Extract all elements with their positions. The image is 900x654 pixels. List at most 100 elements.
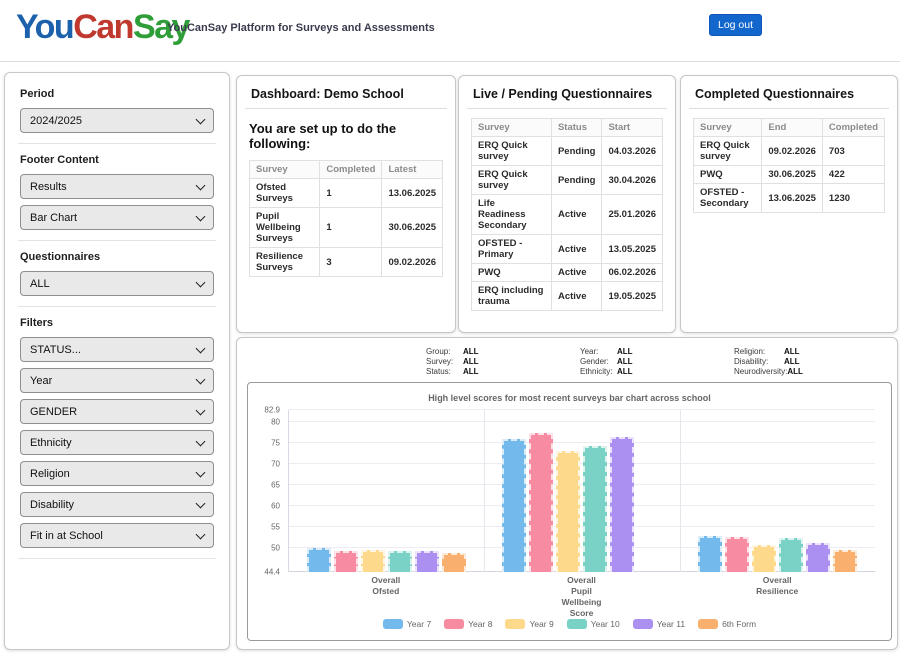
bar-year-8 bbox=[724, 537, 749, 572]
filter-summary-label: Survey: bbox=[426, 357, 454, 366]
bar-year-7 bbox=[697, 535, 722, 572]
chart-y-axis: 44.4 50 55 60 65 70 75 80 82.9 bbox=[248, 406, 284, 577]
gridline bbox=[289, 484, 875, 486]
chart-title: High level scores for most recent survey… bbox=[428, 393, 711, 403]
filter-summary-column: Religion: ALL Disability: ALL Neurodiversi… bbox=[734, 347, 803, 377]
sidebar-filter-panel: Period 2024/2025 Footer Content Results … bbox=[4, 72, 230, 650]
footer-content-select[interactable]: Results bbox=[20, 174, 214, 199]
legend-label: Year 11 bbox=[656, 619, 686, 629]
dashboard-panel: Dashboard: Demo School You are set up to… bbox=[236, 75, 456, 333]
table-row: ERQ Quick survey Pending 30.04.2026 bbox=[471, 165, 663, 195]
filter-summary-label: Disability: bbox=[734, 357, 769, 366]
y-axis-tick-label: 75 bbox=[271, 438, 280, 448]
gridline bbox=[289, 409, 875, 410]
chevron-down-icon bbox=[195, 405, 206, 416]
x-axis-category-label: Overall Resilience bbox=[756, 575, 799, 597]
bar-year-7 bbox=[307, 547, 332, 572]
y-axis-tick-label: 70 bbox=[271, 459, 280, 469]
chart-type-select[interactable]: Bar Chart bbox=[20, 205, 214, 230]
legend-label: Year 10 bbox=[590, 619, 620, 629]
chevron-down-icon bbox=[195, 529, 206, 540]
logout-button[interactable]: Log out bbox=[709, 14, 763, 36]
legend-item-year-9[interactable]: Year 9 bbox=[505, 619, 554, 629]
bar-group bbox=[289, 410, 484, 572]
gender-filter-select[interactable]: GENDER bbox=[20, 399, 214, 424]
legend-swatch bbox=[382, 619, 403, 629]
legend-item-6th-form[interactable]: 6th Form bbox=[698, 619, 756, 629]
results-chart-panel: Group: ALL Survey: ALL Status: ALL Year: ALL… bbox=[236, 337, 898, 650]
bar-year-11 bbox=[805, 542, 830, 572]
gridline bbox=[289, 571, 875, 572]
gridline bbox=[289, 442, 875, 444]
gridline bbox=[289, 505, 875, 507]
column-header: Latest bbox=[381, 160, 443, 179]
bar-year-9 bbox=[361, 549, 386, 572]
x-axis-category-label: Overall Pupil Wellbeing Score bbox=[561, 575, 602, 619]
column-header: Status bbox=[550, 118, 603, 137]
legend-label: 6th Form bbox=[722, 619, 757, 629]
status-filter-select[interactable]: STATUS... bbox=[20, 337, 214, 362]
completed-panel-title: Completed Questionnaires bbox=[695, 87, 855, 101]
table-row: ERQ including trauma Active 19.05.2025 bbox=[471, 281, 663, 311]
chevron-down-icon bbox=[195, 211, 206, 222]
ethnicity-filter-select[interactable]: Ethnicity bbox=[20, 430, 214, 455]
legend-label: Year 8 bbox=[468, 619, 493, 629]
bar-group bbox=[484, 410, 679, 572]
bar-year-11 bbox=[415, 550, 440, 572]
questionnaires-label: Questionnaires bbox=[20, 251, 101, 263]
filter-summary-value: ALL bbox=[784, 347, 800, 356]
chevron-down-icon bbox=[195, 277, 206, 288]
dashboard-surveys-table: Survey Completed Latest Ofsted Surveys 1… bbox=[248, 160, 443, 277]
disability-filter-select[interactable]: Disability bbox=[20, 492, 214, 517]
legend-label: Year 9 bbox=[529, 619, 554, 629]
religion-filter-select[interactable]: Religion bbox=[20, 461, 214, 486]
bar-6th-form bbox=[442, 552, 467, 572]
bar-chart: High level scores for most recent survey… bbox=[247, 382, 892, 641]
table-row: Life Readiness Secondary Active 25.01.20… bbox=[471, 194, 663, 235]
bar-year-11 bbox=[610, 437, 635, 572]
y-axis-tick-label: 55 bbox=[271, 522, 280, 532]
table-row: PWQ 30.06.2025 422 bbox=[692, 165, 886, 184]
status-filter-value: STATUS... bbox=[30, 343, 81, 356]
legend-item-year-7[interactable]: Year 7 bbox=[382, 619, 431, 629]
gender-filter-value: GENDER bbox=[30, 405, 78, 418]
bar-year-10 bbox=[388, 550, 413, 572]
chevron-down-icon bbox=[195, 374, 206, 385]
chevron-down-icon bbox=[195, 436, 206, 447]
divider bbox=[245, 108, 447, 109]
filter-summary-label: Neurodiversity: bbox=[734, 367, 788, 376]
chart-type-select-value: Bar Chart bbox=[30, 211, 78, 224]
filter-summary-column: Year: ALL Gender: ALL Ethnicity: ALL bbox=[580, 347, 633, 377]
year-filter-select[interactable]: Year bbox=[20, 368, 214, 393]
legend-item-year-10[interactable]: Year 10 bbox=[566, 619, 620, 629]
year-filter-value: Year bbox=[30, 374, 53, 387]
column-header: Start bbox=[601, 118, 663, 137]
table-row: Pupil Wellbeing Surveys 1 30.06.2025 bbox=[248, 207, 443, 248]
logo-say: Say bbox=[132, 8, 191, 46]
filter-summary-value: ALL bbox=[463, 357, 479, 366]
period-select[interactable]: 2024/2025 bbox=[20, 108, 214, 133]
column-header: Survey bbox=[248, 160, 321, 179]
questionnaires-select[interactable]: ALL bbox=[20, 271, 214, 296]
bar-6th-form bbox=[832, 550, 857, 572]
chevron-down-icon bbox=[195, 180, 206, 191]
divider bbox=[689, 108, 889, 109]
legend-item-year-11[interactable]: Year 11 bbox=[632, 619, 686, 629]
footer-content-select-value: Results bbox=[30, 180, 67, 193]
table-row: PWQ Active 06.02.2026 bbox=[471, 263, 663, 282]
y-axis-tick-label: 80 bbox=[271, 417, 280, 427]
column-header: Completed bbox=[821, 118, 886, 137]
filter-summary-value: ALL bbox=[463, 367, 479, 376]
column-header: Completed bbox=[319, 160, 383, 179]
y-axis-tick-label: 65 bbox=[271, 480, 280, 490]
questionnaires-select-value: ALL bbox=[30, 277, 50, 290]
filter-summary-label: Year: bbox=[580, 347, 599, 356]
dashboard-panel-title: Dashboard: Demo School bbox=[251, 87, 404, 101]
fit-in-at-school-filter-select[interactable]: Fit in at School bbox=[20, 523, 214, 548]
chevron-down-icon bbox=[195, 343, 206, 354]
chart-x-axis-labels: Overall Ofsted Overall Pupil Wellbeing Sc… bbox=[288, 575, 875, 619]
gridline bbox=[289, 421, 875, 423]
filters-label: Filters bbox=[20, 317, 54, 329]
legend-item-year-8[interactable]: Year 8 bbox=[444, 619, 492, 629]
bar-year-10 bbox=[778, 538, 803, 572]
